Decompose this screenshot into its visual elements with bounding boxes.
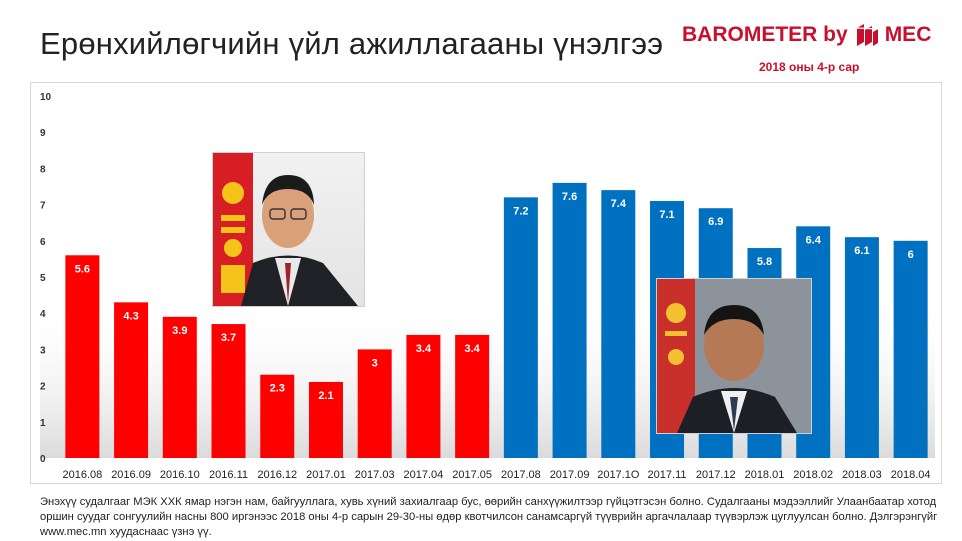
survey-date: 2018 оны 4-р сар	[759, 60, 860, 74]
data-label: 6.4	[806, 234, 822, 246]
x-tick-label: 2017.01	[306, 469, 346, 481]
data-label: 4.3	[123, 310, 138, 322]
y-tick-label: 7	[40, 201, 46, 212]
bar-2017.01	[308, 381, 343, 458]
y-tick-label: 1	[40, 418, 46, 429]
bar-2016.12	[260, 374, 295, 458]
x-tick-label: 2017.03	[355, 469, 395, 481]
data-label: 3.7	[221, 332, 236, 344]
x-tick-label: 2017.1O	[597, 469, 640, 481]
x-tick-label: 2017.04	[404, 469, 444, 481]
bar-2016.11	[211, 324, 246, 458]
bar-2016.08	[65, 255, 100, 458]
bar-2016.09	[114, 302, 149, 458]
data-label: 2.3	[270, 383, 285, 395]
page-title: Ерөнхийлөгчийн үйл ажиллагааны үнэлгээ	[40, 26, 664, 61]
x-tick-label: 2016.10	[160, 469, 200, 481]
bar-2017.09	[552, 182, 587, 458]
bar-2016.10	[162, 316, 197, 458]
x-tick-label: 2017.11	[648, 469, 687, 481]
data-label: 5.8	[757, 256, 772, 268]
portrait-illustration	[213, 153, 358, 306]
data-label: 7.1	[659, 209, 674, 221]
data-label: 6.9	[708, 216, 723, 228]
data-label: 6	[908, 249, 914, 261]
x-tick-label: 2016.11	[209, 469, 248, 481]
chart-frame	[30, 82, 942, 484]
x-tick-label: 2018.01	[745, 469, 785, 481]
y-tick-label: 3	[40, 345, 46, 356]
y-axis: 0 1 2 3 4 5 6 7 8 9 10	[40, 92, 52, 465]
bar-2017.05	[455, 334, 490, 458]
brand-logo-block: BAROMETER by MEC	[682, 20, 931, 50]
data-label: 7.4	[611, 198, 627, 210]
data-label: 2.1	[318, 390, 333, 402]
x-tick-label: 2017.12	[696, 469, 736, 481]
y-tick-label: 10	[40, 92, 52, 103]
bar-2017.03	[357, 349, 392, 458]
x-tick-label: 2018.04	[891, 469, 931, 481]
x-tick-label: 2018.03	[842, 469, 882, 481]
bar-2017.1O	[601, 190, 636, 458]
data-label: 3.4	[464, 343, 480, 355]
data-label: 7.6	[562, 191, 577, 203]
data-label: 5.6	[75, 263, 90, 275]
x-axis: 2016.08 2016.09 2016.10 2016.11 2016.12 2017.…	[62, 469, 930, 481]
x-tick-label: 2017.09	[550, 469, 590, 481]
y-tick-label: 9	[40, 128, 46, 139]
data-labels: 5.6 4.3 3.9 3.7 2.3 2.1 3 3.4 3.4 7.2 7.6 7.4 7.1 6.9…	[75, 191, 914, 402]
x-tick-label: 2016.12	[257, 469, 297, 481]
data-label: 7.2	[513, 205, 528, 217]
y-tick-label: 6	[40, 237, 46, 248]
bars	[65, 182, 928, 459]
bar-2017.04	[406, 334, 441, 458]
data-label: 3	[372, 357, 378, 369]
x-tick-label: 2017.08	[501, 469, 541, 481]
data-label: 3.4	[416, 343, 432, 355]
x-tick-label: 2017.05	[452, 469, 492, 481]
data-label: 3.9	[172, 325, 187, 337]
president-elbegdorj-photo	[212, 152, 365, 307]
y-tick-label: 2	[40, 382, 46, 393]
x-tick-label: 2016.08	[62, 469, 102, 481]
president-battulga-photo	[656, 278, 812, 434]
bar-2017.08	[503, 197, 538, 459]
x-tick-label: 2016.09	[111, 469, 151, 481]
mec-logo-icon	[856, 24, 878, 46]
x-tick-label: 2018.02	[793, 469, 833, 481]
bar-2018.04	[893, 240, 928, 458]
brand-name: BAROMETER by	[682, 23, 848, 46]
data-label: 6.1	[854, 245, 869, 257]
methodology-note: Энэхүү судалгааг МЭК ХХК ямар нэгэн нам,…	[40, 496, 938, 538]
y-tick-label: 4	[40, 309, 46, 320]
y-tick-label: 5	[40, 273, 46, 284]
portrait-illustration	[657, 279, 811, 433]
brand-mec: MEC	[884, 23, 932, 46]
bar-2018.03	[844, 237, 879, 458]
y-tick-label: 8	[40, 164, 46, 175]
y-tick-label: 0	[40, 454, 46, 465]
